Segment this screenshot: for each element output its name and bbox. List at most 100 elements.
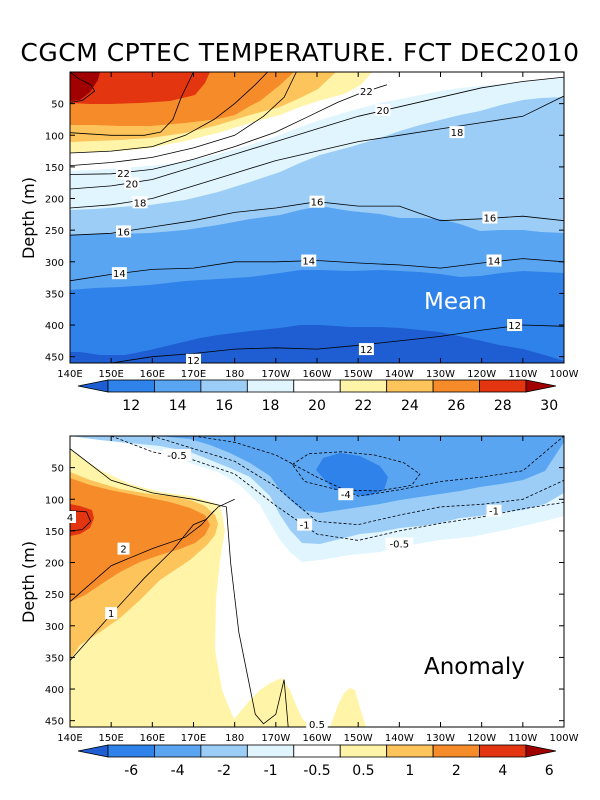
- contour-line-24: [70, 72, 297, 166]
- x-tick-label: 150W: [344, 733, 373, 744]
- mean-band-30: [70, 72, 210, 104]
- x-tick-label: 120W: [467, 733, 496, 744]
- anomaly-panel: 140E 150E 160E 170E 180 170W 160W 150W 140W 130W 1…: [19, 435, 579, 779]
- colorbar-swatch: [432, 379, 480, 393]
- x-tick-label: 120W: [467, 369, 496, 380]
- contour-label-bg: [117, 542, 130, 555]
- x-tick-label: 100W: [550, 369, 579, 380]
- contour-label: 18: [451, 128, 464, 139]
- contour-label-bg: [358, 84, 374, 97]
- y-tick-label: 450: [45, 717, 64, 728]
- contour-line-18: [70, 95, 564, 209]
- x-tick-label: 150E: [98, 733, 123, 744]
- x-tick-label: 170E: [181, 733, 206, 744]
- contour-label-bg: [375, 103, 391, 116]
- anomaly-y-axis: 50 100 150 200 250 300 350 400 450: [45, 464, 564, 728]
- y-tick-label: 200: [45, 195, 64, 206]
- mean-contour-lines: [70, 72, 564, 363]
- mean-panel-label: Mean: [424, 289, 487, 315]
- x-tick-label: 140E: [57, 733, 82, 744]
- y-tick-label: 250: [45, 226, 64, 237]
- mean-filled-contours: [70, 72, 564, 363]
- contour-label-bg: [124, 177, 140, 190]
- mean-x-axis: 140E 150E 160E 170E 180 170W 160W 150W 140W 130W 1…: [57, 72, 579, 380]
- x-tick-label: 150W: [344, 369, 373, 380]
- contour-label: 12: [360, 345, 373, 356]
- colorbar-swatch: [479, 744, 527, 758]
- contour-label: -1: [300, 521, 310, 532]
- colorbar-label: 2: [452, 763, 461, 779]
- contour-label: 16: [311, 198, 324, 209]
- y-tick-label: 200: [45, 559, 64, 570]
- contour-label: 0.5: [309, 720, 325, 731]
- contour-line-28: [70, 72, 194, 136]
- colorbar-swatch: [293, 744, 341, 758]
- colorbar-swatch: [200, 379, 248, 393]
- x-tick-label: 110W: [508, 369, 537, 380]
- contour-line-4: [70, 510, 92, 532]
- y-tick-label: 350: [45, 653, 64, 664]
- x-tick-label: 170W: [261, 733, 290, 744]
- contour-label-bg: [116, 167, 132, 180]
- contour-label-bg: [385, 537, 414, 550]
- contour-label-bg: [111, 267, 127, 280]
- contour-label: 12: [187, 356, 200, 367]
- colorbar-label: 1: [405, 763, 414, 779]
- colorbar-swatch: [386, 744, 434, 758]
- x-tick-label: 160W: [303, 733, 332, 744]
- y-tick-label: 250: [45, 590, 64, 601]
- y-tick-label: 100: [45, 131, 64, 142]
- colorbar-swatch: [386, 379, 434, 393]
- contour-label-bg: [186, 353, 201, 366]
- colorbar-label: 16: [215, 398, 233, 414]
- colorbar-label: -4: [171, 763, 185, 779]
- colorbar-swatch: [107, 744, 155, 758]
- colorbar-swatch: [339, 379, 388, 393]
- colorbar-label: 14: [169, 398, 187, 414]
- anomaly-contour-labels: 0.5 1 2 4 -0.5 -0.5 -1 -1 -4: [64, 448, 502, 731]
- x-tick-label: 140E: [57, 369, 82, 380]
- y-tick-label: 100: [45, 495, 64, 506]
- y-tick-label: 400: [45, 685, 64, 696]
- colorbar-label: 26: [447, 398, 465, 414]
- contour-line-2: [70, 510, 215, 603]
- x-tick-label: 160W: [303, 369, 332, 380]
- colorbar-swatch: [246, 744, 295, 758]
- x-tick-label: 140W: [385, 733, 414, 744]
- colorbar-label: 30: [540, 398, 558, 414]
- contour-label-bg: [449, 126, 465, 139]
- y-tick-label: 150: [45, 163, 64, 174]
- contour-label: -0.5: [167, 451, 187, 462]
- anomaly-colorbar: -6 -4 -2 -1 -0.5 0.5 1 2 4 6: [77, 744, 557, 779]
- anomaly-panel-label: Anomaly: [424, 654, 525, 680]
- contour-label: 22: [117, 169, 130, 180]
- contour-label: -1: [489, 507, 499, 518]
- x-tick-label: 180: [225, 733, 244, 744]
- contour-line-12: [70, 324, 564, 363]
- contour-line-20: [70, 76, 564, 190]
- y-tick-label: 300: [45, 258, 64, 269]
- contour-label-bg: [297, 518, 313, 531]
- colorbar-label: 18: [262, 398, 280, 414]
- contour-line-minus4: [291, 451, 421, 492]
- x-tick-label: 170E: [181, 369, 206, 380]
- mean-panel: 140E 150E 160E 170E 180 170W 160W 150W 140W 130W 1…: [19, 71, 579, 414]
- contour-label: 12: [508, 321, 521, 332]
- contour-line-minus2: [193, 436, 564, 497]
- mean-colorbar: 12 14 16 18 20 22 24 26 28 30: [77, 379, 558, 414]
- contour-label: 20: [125, 179, 138, 190]
- colorbar-swatch: [246, 379, 295, 393]
- contour-label: 1: [108, 609, 114, 620]
- x-tick-label: 130W: [426, 369, 455, 380]
- mean-y-axis-label: Depth (m): [19, 177, 38, 259]
- contour-label-bg: [64, 510, 76, 523]
- y-tick-label: 400: [45, 321, 64, 332]
- mean-y-axis: 50 100 150 200 250 300 350 400 450: [45, 100, 564, 364]
- colorbar-low-arrow: [77, 379, 109, 393]
- contour-label-bg: [163, 448, 192, 461]
- colorbar-high-arrow: [525, 379, 557, 393]
- colorbar-label: 28: [494, 398, 512, 414]
- colorbar-swatch: [479, 379, 527, 393]
